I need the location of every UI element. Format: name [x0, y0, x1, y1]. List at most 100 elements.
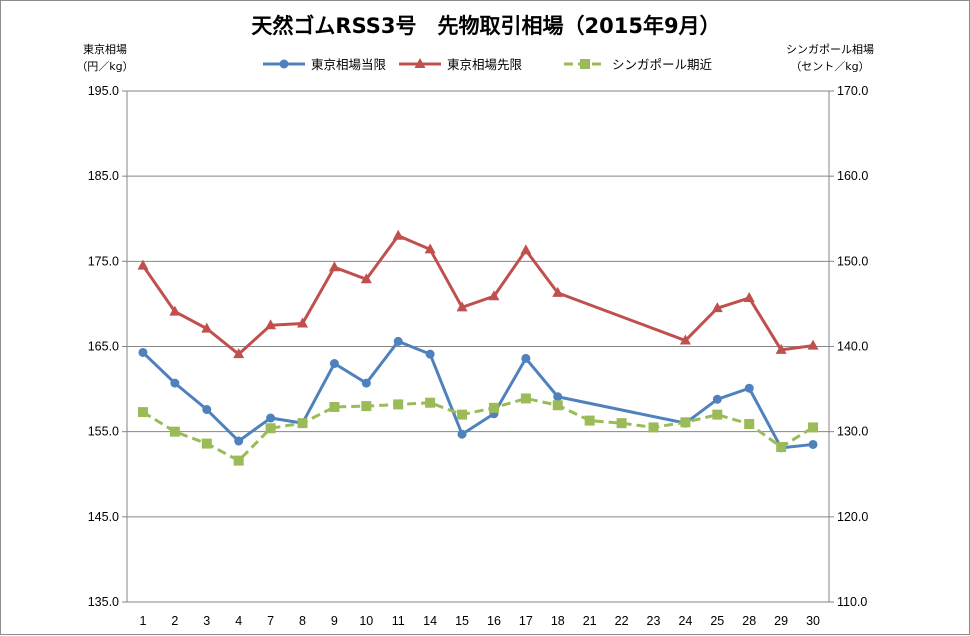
- left-tick-label: 175.0: [88, 254, 119, 268]
- left-tick-label: 155.0: [88, 425, 119, 439]
- legend-label: 東京相場当限: [311, 57, 387, 72]
- x-tick-label: 21: [583, 614, 597, 628]
- data-point: [137, 407, 148, 418]
- left-axis-label-line2: （円／kg）: [76, 60, 133, 73]
- x-tick-label: 9: [331, 614, 338, 628]
- data-point: [808, 439, 818, 449]
- data-point: [393, 336, 403, 346]
- data-point: [616, 418, 627, 429]
- left-tick-label: 195.0: [88, 84, 119, 98]
- legend-label: シンガポール期近: [612, 57, 713, 72]
- left-tick-label: 145.0: [88, 510, 119, 524]
- data-point: [552, 400, 563, 411]
- chart-title: 天然ゴムRSS3号 先物取引相場（2015年9月）: [251, 14, 720, 38]
- data-point: [457, 409, 468, 420]
- data-point: [776, 441, 787, 452]
- x-tick-label: 10: [359, 614, 373, 628]
- series-2: [137, 229, 819, 359]
- x-tick-label: 14: [423, 614, 437, 628]
- data-point: [360, 273, 372, 284]
- data-point: [202, 405, 212, 415]
- x-tick-label: 24: [678, 614, 692, 628]
- data-point: [392, 229, 404, 240]
- right-axis-label-line1: シンガポール相場: [786, 43, 874, 56]
- x-tick-label: 2: [171, 614, 178, 628]
- data-point: [297, 418, 308, 429]
- x-tick-label: 1: [139, 614, 146, 628]
- data-point: [520, 393, 531, 404]
- series-line: [141, 234, 814, 356]
- data-point: [456, 301, 468, 312]
- data-point: [393, 399, 404, 410]
- x-tick-label: 15: [455, 614, 469, 628]
- x-tick-label: 25: [710, 614, 724, 628]
- left-y-axis-ticks: 135.0 145.0 155.0 165.0 175.0 185.0 195.0: [88, 84, 127, 609]
- x-tick-label: 23: [647, 614, 661, 628]
- data-point: [329, 359, 339, 369]
- x-tick-label: 7: [267, 614, 274, 628]
- data-point: [775, 343, 787, 354]
- left-tick-label: 135.0: [88, 595, 119, 609]
- x-tick-label: 4: [235, 614, 242, 628]
- data-point: [169, 426, 180, 437]
- data-point: [424, 243, 436, 254]
- x-tick-label: 8: [299, 614, 306, 628]
- data-point: [266, 413, 276, 423]
- data-point: [712, 394, 722, 404]
- data-point: [712, 409, 723, 420]
- x-tick-label: 16: [487, 614, 501, 628]
- data-point: [361, 378, 371, 388]
- data-point: [552, 286, 564, 297]
- left-axis-label-line1: 東京相場: [83, 42, 127, 56]
- x-tick-label: 22: [615, 614, 629, 628]
- legend-label: 東京相場先限: [447, 57, 523, 72]
- data-point: [170, 378, 180, 388]
- data-point: [201, 438, 212, 449]
- data-point: [648, 422, 659, 433]
- data-point: [425, 397, 436, 408]
- data-point: [521, 353, 531, 363]
- right-y-axis-ticks: 110.0 120.0 130.0 140.0 150.0 160.0 170.0: [829, 84, 868, 609]
- data-point: [488, 402, 499, 413]
- data-point: [488, 290, 500, 301]
- series-line: [142, 396, 814, 463]
- data-point: [138, 347, 148, 357]
- x-tick-label: 17: [519, 614, 533, 628]
- data-point: [680, 417, 691, 428]
- series-group: [137, 229, 819, 466]
- data-point: [361, 401, 372, 412]
- gridlines: [127, 90, 829, 603]
- legend-marker: [414, 58, 426, 68]
- data-point: [297, 317, 308, 328]
- x-axis-ticks: 1 2 3 4 7 8 9 10 11 14 15 16 17 18 21 22 23 24 25 28 29 30: [139, 614, 820, 628]
- series-3: [137, 393, 819, 466]
- data-point: [808, 422, 819, 433]
- right-tick-label: 120.0: [837, 510, 868, 524]
- data-point: [234, 436, 244, 446]
- right-tick-label: 160.0: [837, 169, 868, 183]
- right-tick-label: 150.0: [837, 254, 868, 268]
- data-point: [201, 322, 213, 333]
- data-point: [744, 419, 755, 430]
- left-tick-label: 185.0: [88, 169, 119, 183]
- data-point: [265, 319, 277, 330]
- x-tick-label: 18: [551, 614, 565, 628]
- data-point: [425, 349, 435, 359]
- x-tick-label: 3: [203, 614, 210, 628]
- x-tick-label: 11: [392, 614, 405, 628]
- data-point: [744, 383, 754, 393]
- legend-marker: [279, 59, 289, 69]
- right-tick-label: 130.0: [837, 425, 868, 439]
- data-point: [233, 455, 244, 466]
- data-point: [137, 259, 149, 270]
- data-point: [807, 339, 819, 350]
- x-tick-label: 29: [774, 614, 788, 628]
- data-point: [553, 392, 563, 402]
- data-point: [329, 401, 340, 412]
- legend-item: 東京相場先限: [399, 57, 523, 72]
- data-point: [679, 334, 691, 345]
- right-axis-label-line2: （セント／kg）: [790, 60, 869, 73]
- data-point: [169, 305, 181, 316]
